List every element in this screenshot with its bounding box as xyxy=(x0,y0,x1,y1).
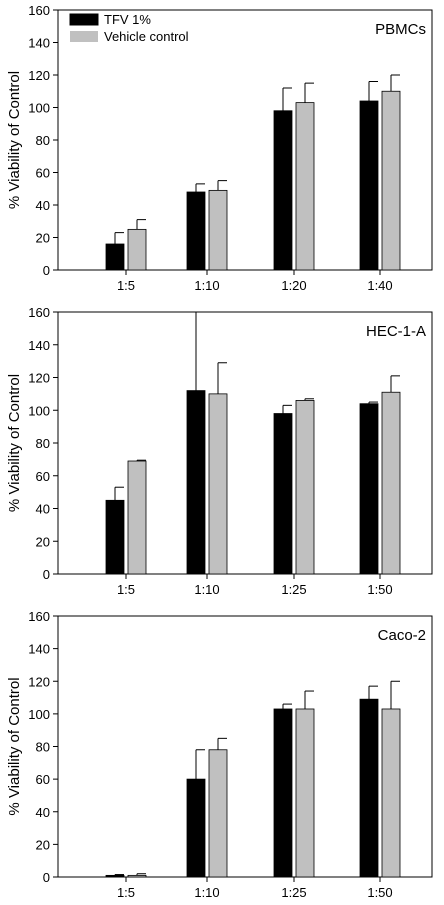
y-tick-label: 160 xyxy=(28,305,50,320)
y-tick-label: 140 xyxy=(28,36,50,51)
bar-tfv-2 xyxy=(273,413,293,575)
bar-vehicle-2 xyxy=(295,102,315,271)
bar-vehicle-0 xyxy=(127,228,147,271)
x-tick-label: 1:5 xyxy=(117,278,135,293)
legend-label: TFV 1% xyxy=(104,12,151,27)
bar-vehicle-3 xyxy=(381,391,401,575)
panel-title: HEC-1-A xyxy=(366,323,426,340)
bar-tfv-2 xyxy=(273,110,293,271)
x-tick-label: 1:25 xyxy=(281,885,306,900)
y-tick-label: 120 xyxy=(28,68,50,83)
x-tick-label: 1:10 xyxy=(194,278,219,293)
y-tick-label: 120 xyxy=(28,371,50,386)
bar-vehicle-1 xyxy=(208,189,228,271)
bar-vehicle-2 xyxy=(295,708,315,878)
bar-tfv-3 xyxy=(359,403,379,575)
x-tick-label: 1:10 xyxy=(194,885,219,900)
x-tick-label: 1:5 xyxy=(117,582,135,597)
y-axis-label: % Viability of Control xyxy=(6,677,23,815)
y-tick-label: 60 xyxy=(36,772,50,787)
y-tick-label: 40 xyxy=(36,805,50,820)
x-tick-label: 1:50 xyxy=(367,885,392,900)
y-tick-label: 100 xyxy=(28,403,50,418)
y-tick-label: 40 xyxy=(36,502,50,517)
chart-panel-3: 0 20 40 60 80 100 120 140 160 % Viability of Cont… xyxy=(6,609,433,900)
y-tick-label: 60 xyxy=(36,469,50,484)
bar-tfv-1 xyxy=(186,778,206,878)
y-tick-label: 100 xyxy=(28,101,50,116)
panel-title: PBMCs xyxy=(375,21,426,38)
bar-vehicle-0 xyxy=(127,460,147,575)
bar-vehicle-1 xyxy=(208,393,228,575)
y-tick-label: 20 xyxy=(36,534,50,549)
y-axis-label: % Viability of Control xyxy=(6,71,23,209)
y-tick-label: 20 xyxy=(36,837,50,852)
bar-tfv-3 xyxy=(359,698,379,878)
x-tick-label: 1:50 xyxy=(367,582,392,597)
y-tick-label: 60 xyxy=(36,166,50,181)
x-tick-label: 1:40 xyxy=(367,278,392,293)
bar-tfv-1 xyxy=(186,191,206,271)
bar-vehicle-3 xyxy=(381,90,401,271)
y-tick-label: 40 xyxy=(36,198,50,213)
x-tick-label: 1:10 xyxy=(194,582,219,597)
bar-tfv-0 xyxy=(105,243,125,271)
bar-tfv-2 xyxy=(273,708,293,878)
bar-vehicle-2 xyxy=(295,400,315,575)
y-axis-label: % Viability of Control xyxy=(6,374,23,512)
bar-tfv-0 xyxy=(105,874,125,878)
y-tick-label: 100 xyxy=(28,707,50,722)
x-tick-label: 1:25 xyxy=(281,582,306,597)
y-tick-label: 20 xyxy=(36,231,50,246)
bar-vehicle-3 xyxy=(381,708,401,878)
bar-tfv-1 xyxy=(186,390,206,575)
chart-panel-1: 0 20 40 60 80 100 120 140 160 % Viability of Cont… xyxy=(6,3,433,293)
bar-vehicle-1 xyxy=(208,749,228,878)
chart-panel-2: 0 20 40 60 80 100 120 140 160 % Viability of Cont… xyxy=(6,305,433,597)
bar-vehicle-0 xyxy=(127,874,147,878)
bar-tfv-0 xyxy=(105,499,125,575)
y-tick-label: 140 xyxy=(28,642,50,657)
y-tick-label: 140 xyxy=(28,338,50,353)
y-tick-label: 80 xyxy=(36,740,50,755)
bar-tfv-3 xyxy=(359,100,379,271)
y-tick-label: 0 xyxy=(43,567,50,582)
legend-label: Vehicle control xyxy=(104,29,189,44)
panel-title: Caco-2 xyxy=(378,627,426,644)
y-tick-label: 0 xyxy=(43,870,50,885)
y-tick-label: 80 xyxy=(36,436,50,451)
y-tick-label: 160 xyxy=(28,3,50,18)
legend-swatch xyxy=(70,31,98,42)
legend-swatch xyxy=(69,13,99,26)
y-tick-label: 120 xyxy=(28,674,50,689)
y-tick-label: 0 xyxy=(43,263,50,278)
y-tick-label: 80 xyxy=(36,133,50,148)
y-tick-label: 160 xyxy=(28,609,50,624)
x-tick-label: 1:5 xyxy=(117,885,135,900)
x-tick-label: 1:20 xyxy=(281,278,306,293)
